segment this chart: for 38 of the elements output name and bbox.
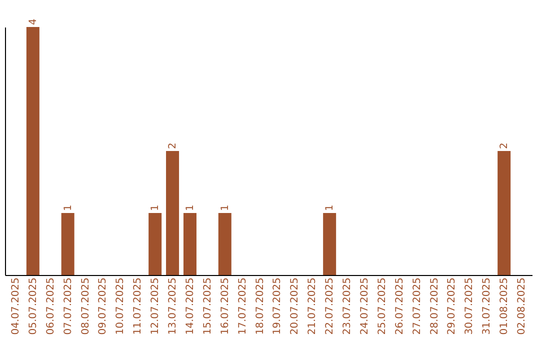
x-tick-label: 25.07.2025 (376, 278, 388, 335)
x-tick-label: 27.07.2025 (412, 278, 423, 335)
x-tick-label: 04.07.2025 (10, 278, 22, 335)
x-tick-label: 01.08.2025 (499, 278, 510, 335)
x-tick-label: 29.07.2025 (446, 278, 458, 335)
x-tick-label: 13.07.2025 (168, 278, 179, 335)
x-tick-label: 23.07.2025 (342, 278, 354, 335)
x-tick-label: 11.07.2025 (132, 278, 144, 335)
x-tick-label: 08.07.2025 (80, 278, 92, 335)
x-tick-label: 24.07.2025 (359, 278, 370, 335)
x-tick-label: 30.07.2025 (464, 278, 476, 335)
x-tick-label: 20.07.2025 (290, 278, 301, 335)
x-tick-label: 26.07.2025 (394, 278, 406, 335)
x-tick-label: 21.07.2025 (307, 278, 318, 335)
x-tick-label: 14.07.2025 (184, 278, 196, 335)
data-label: 1 (324, 204, 336, 211)
x-tick-label: 05.07.2025 (28, 278, 39, 335)
data-label: 1 (220, 204, 231, 211)
data-label: 2 (168, 142, 179, 149)
x-tick-label: 16.07.2025 (220, 278, 231, 335)
x-tick-label: 07.07.2025 (62, 278, 74, 335)
x-tick-label: 06.07.2025 (45, 278, 56, 335)
x-tick-label: 19.07.2025 (272, 278, 284, 335)
data-label: 1 (184, 204, 196, 211)
x-tick-label: 02.08.2025 (516, 278, 528, 335)
x-tick-label: 17.07.2025 (237, 278, 248, 335)
x-tick-label: 22.07.2025 (324, 278, 336, 335)
data-label: 1 (62, 204, 74, 211)
x-tick-label: 18.07.2025 (254, 278, 266, 335)
data-label: 2 (499, 142, 510, 149)
x-tick-label: 12.07.2025 (150, 278, 162, 335)
x-tick-label: 15.07.2025 (202, 278, 214, 335)
data-label: 4 (28, 18, 39, 25)
x-tick-label: 28.07.2025 (429, 278, 440, 335)
x-tick-label: 31.07.2025 (482, 278, 493, 335)
x-tick-label: 09.07.2025 (98, 278, 109, 335)
data-label: 1 (150, 204, 162, 211)
x-tick-label: 10.07.2025 (115, 278, 126, 335)
